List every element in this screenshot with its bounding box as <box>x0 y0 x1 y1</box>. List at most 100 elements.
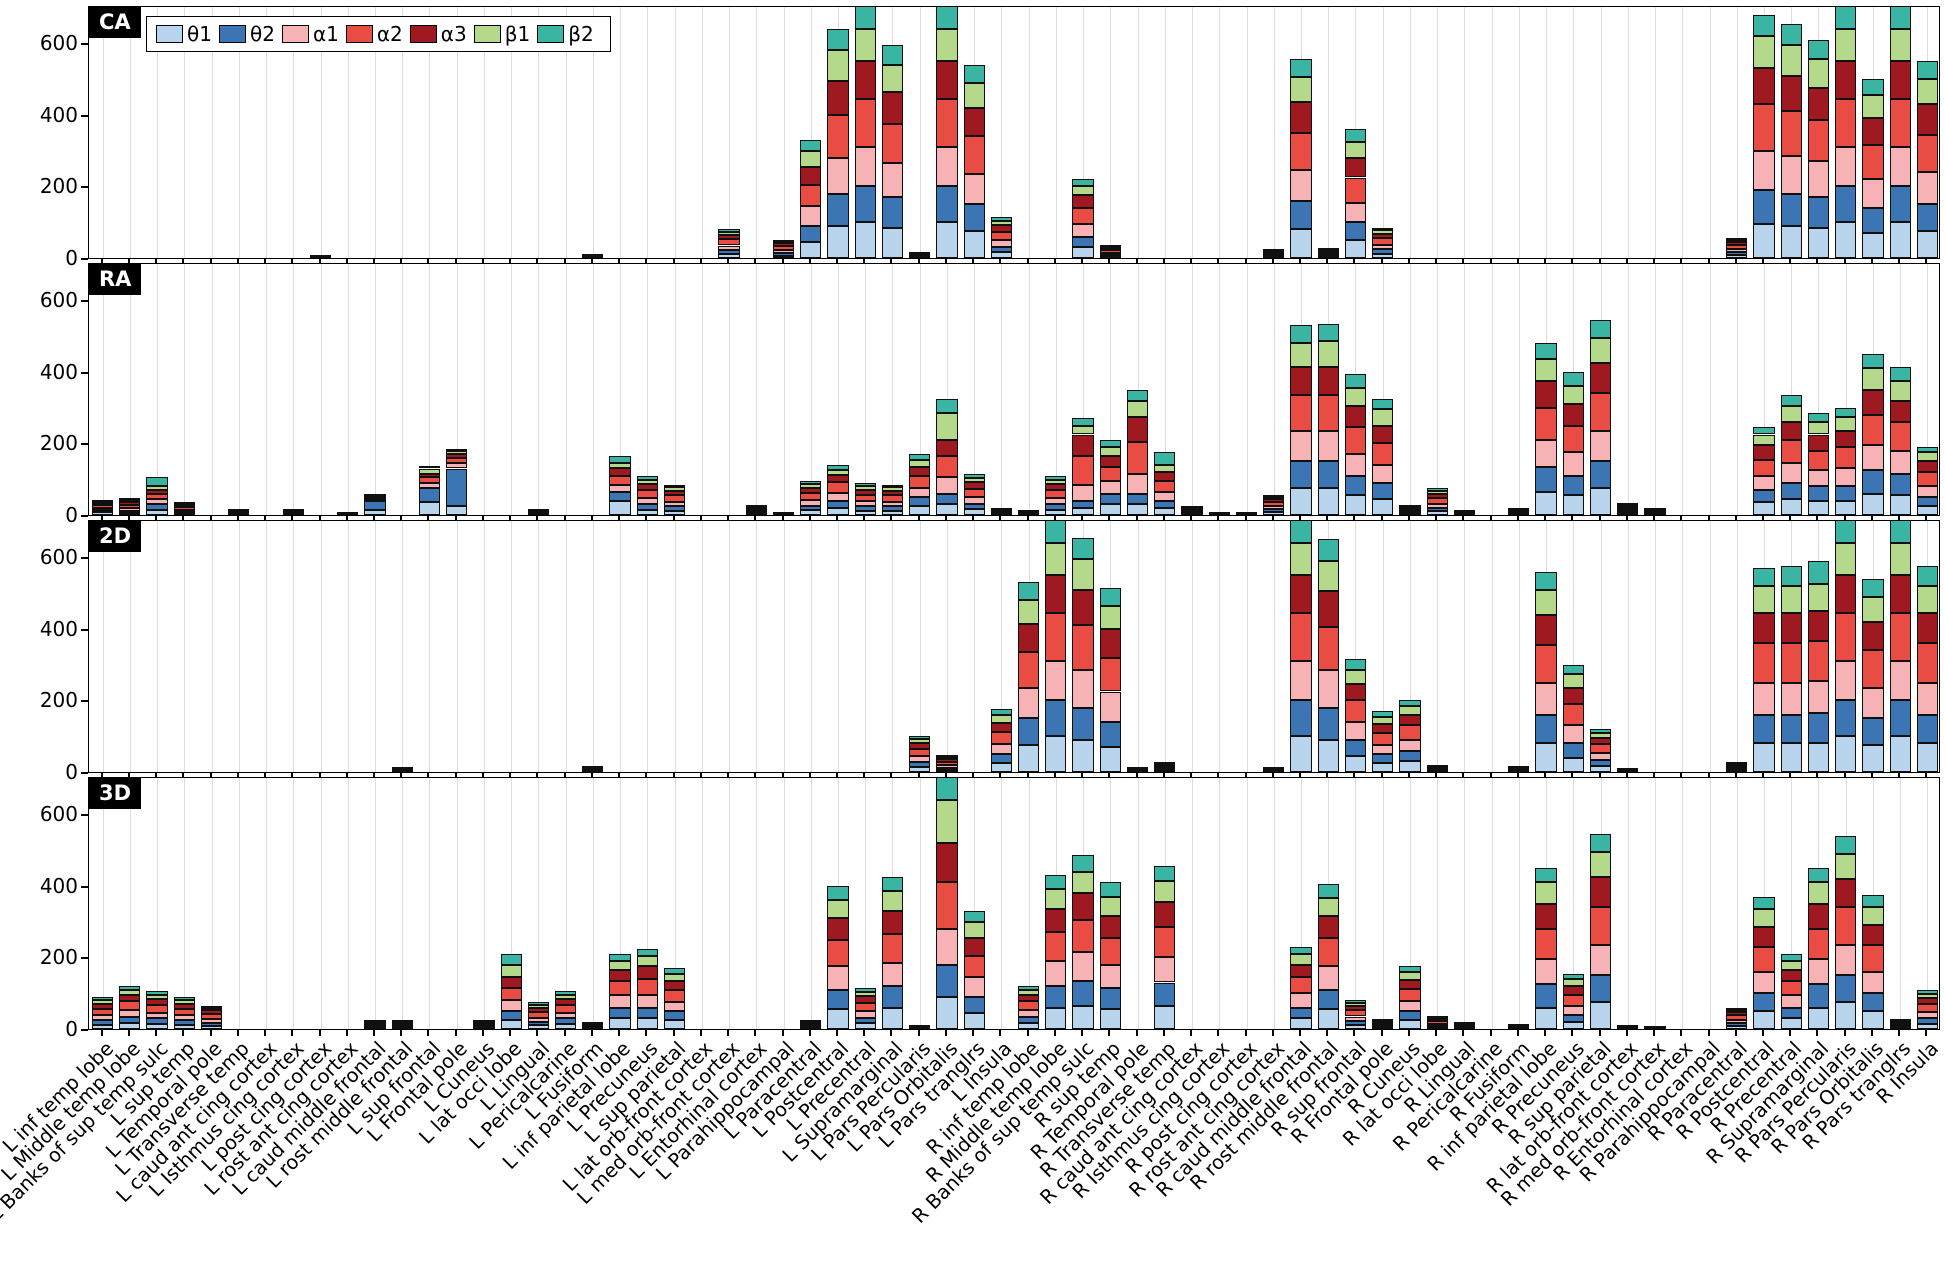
bar-segment-θ1 <box>91 512 114 515</box>
x-tick-mark <box>1217 1030 1220 1036</box>
bar-segment-β1 <box>1344 670 1367 685</box>
bar-segment-α1 <box>1344 202 1367 223</box>
gridline <box>374 521 376 772</box>
bar-segment-θ1 <box>1589 488 1612 515</box>
bar-segment-α3 <box>881 910 904 935</box>
bar-segment-β2 <box>119 498 141 501</box>
bar-segment-β1 <box>1372 716 1394 724</box>
bar-segment-θ2 <box>1835 486 1857 501</box>
gridline <box>756 778 758 1029</box>
bar-segment-β2 <box>1535 343 1557 360</box>
bar-segment-β1 <box>909 739 931 744</box>
gridline <box>810 521 812 772</box>
x-tick-mark <box>1271 1030 1274 1036</box>
bar-segment-α1 <box>119 1010 141 1017</box>
bar-segment-β2 <box>527 508 549 511</box>
bar-segment-θ2 <box>418 488 441 503</box>
x-tick-mark <box>590 259 593 265</box>
bar-segment-α3 <box>1535 380 1557 408</box>
x-tick-mark <box>944 516 947 522</box>
bar-segment-θ2 <box>91 510 114 513</box>
bar-segment-β2 <box>1072 537 1094 560</box>
bar-segment-β2 <box>1399 504 1421 507</box>
bar-segment-β1 <box>1862 368 1884 390</box>
bar-segment-β1 <box>718 231 740 235</box>
bar-segment-α2 <box>1535 407 1557 440</box>
bar-segment-θ1 <box>1344 1025 1367 1029</box>
gridline <box>483 264 485 515</box>
bar-segment-α3 <box>1399 979 1421 990</box>
bar-segment-β1 <box>1426 490 1448 494</box>
bar-segment-α3 <box>1862 621 1884 651</box>
bar-segment-α1 <box>1372 745 1394 755</box>
x-tick-mark <box>509 259 512 265</box>
x-tick-mark <box>1843 1030 1846 1036</box>
bar-segment-α3 <box>1317 366 1339 396</box>
x-tick-mark <box>563 259 566 265</box>
bar-segment-α2 <box>963 955 985 978</box>
bar-segment-β2 <box>636 475 658 480</box>
bar-segment-α1 <box>800 500 822 506</box>
bar-segment-β1 <box>418 468 441 474</box>
x-tick-mark <box>454 1030 457 1036</box>
gridline <box>756 521 758 772</box>
x-tick-mark <box>1734 1030 1737 1036</box>
x-tick-mark <box>999 259 1002 265</box>
bar-segment-β2 <box>854 987 876 992</box>
bar-segment-α2 <box>1126 441 1149 474</box>
bar-segment-α1 <box>1562 452 1584 476</box>
y-tick-mark <box>81 814 88 817</box>
bar-segment-α2 <box>772 246 795 251</box>
bar-segment-θ1 <box>1916 231 1938 258</box>
x-tick-mark <box>127 773 130 779</box>
bar-segment-α1 <box>1862 971 1884 994</box>
bar-segment-α1 <box>1399 1001 1421 1012</box>
bar-segment-β2 <box>1126 766 1149 769</box>
bar-segment-α2 <box>119 504 141 509</box>
x-tick-mark <box>890 259 893 265</box>
bar-segment-β2 <box>554 991 577 996</box>
gridline <box>1546 7 1548 258</box>
bar-segment-θ2 <box>963 204 985 232</box>
bar-segment-β2 <box>1099 439 1121 448</box>
bar-segment-β2 <box>1589 319 1612 338</box>
bar-segment-β2 <box>1562 973 1584 979</box>
gridline <box>129 7 131 258</box>
bar-segment-β2 <box>1807 867 1830 883</box>
x-tick-mark <box>400 259 403 265</box>
bar-segment-θ2 <box>800 225 822 242</box>
bar-segment-β1 <box>936 28 958 62</box>
bar-segment-α2 <box>609 980 631 996</box>
bar-segment-θ1 <box>1017 745 1040 772</box>
bar-segment-β1 <box>609 961 631 970</box>
bar-segment-θ2 <box>909 762 931 767</box>
bar-segment-θ2 <box>1780 1007 1802 1019</box>
y-tick-label: 400 <box>39 616 78 641</box>
bar-segment-β2 <box>1017 582 1040 601</box>
y-tick-label: 0 <box>65 760 78 784</box>
gridline <box>1137 264 1139 515</box>
bar-segment-β2 <box>936 778 958 800</box>
bar-segment-α1 <box>1344 721 1367 740</box>
bar-segment-α2 <box>1753 643 1775 683</box>
bar-segment-α1 <box>1344 454 1367 476</box>
bar-segment-β2 <box>745 504 767 507</box>
gridline <box>919 778 921 1029</box>
x-tick-mark <box>1625 259 1628 265</box>
bar-segment-θ2 <box>936 964 958 997</box>
bar-segment-α2 <box>1263 502 1285 507</box>
bar-segment-θ1 <box>636 509 658 515</box>
x-tick-mark <box>1271 516 1274 522</box>
gridline <box>1518 521 1520 772</box>
x-tick-mark <box>1081 1030 1084 1036</box>
gridline <box>674 778 676 1029</box>
bar-segment-α2 <box>1317 252 1339 255</box>
bar-segment-β2 <box>1154 452 1176 465</box>
bar-segment-θ1 <box>1535 1007 1557 1029</box>
bar-segment-α2 <box>1072 207 1094 225</box>
gridline <box>565 7 567 258</box>
x-tick-mark <box>1217 259 1220 265</box>
x-tick-mark <box>808 773 811 779</box>
bar-segment-α3 <box>1399 714 1421 726</box>
gridline <box>129 264 131 515</box>
